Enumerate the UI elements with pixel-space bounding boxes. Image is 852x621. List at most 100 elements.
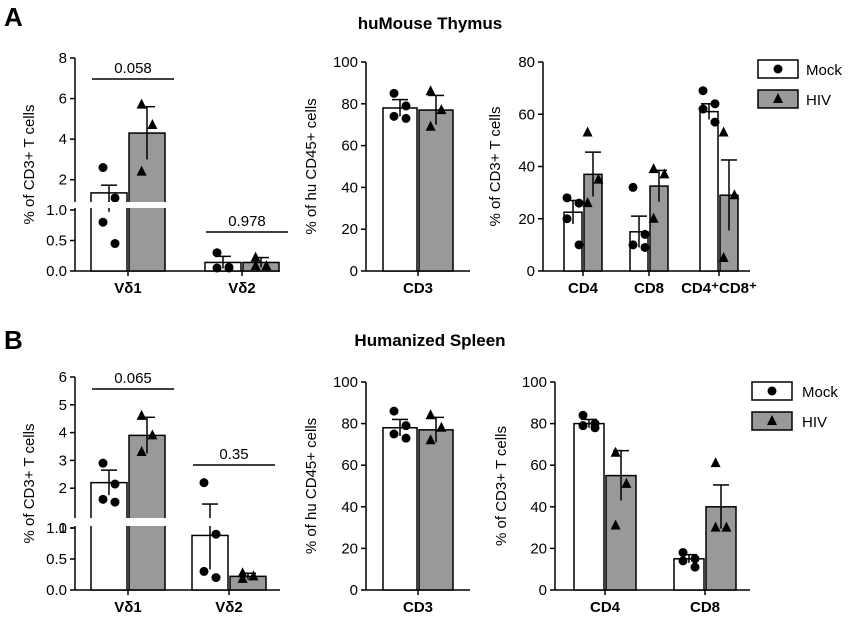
- data-point-a3-hiv: [718, 251, 729, 262]
- data-point-b2-mock: [389, 406, 399, 416]
- data-point-a1-mock: [212, 248, 222, 258]
- data-point-a3-hiv: [718, 126, 729, 137]
- data-point-a3-mock: [710, 99, 720, 109]
- data-point-a1-hiv: [261, 260, 272, 271]
- data-point-b1-hiv: [147, 429, 158, 440]
- data-point-a3-hiv: [648, 212, 659, 223]
- data-point-b3-mock: [578, 421, 588, 431]
- data-point-a3-mock: [562, 193, 572, 203]
- category-label-a1: Vδ2: [228, 280, 255, 297]
- data-point-a3-hiv: [659, 168, 670, 179]
- legend-b: Mock HIV: [751, 381, 838, 431]
- chart-a2: 0 20 40 60 80 100 % of hu CD45+ cells CD3: [303, 54, 470, 297]
- chart-b2: 0 20 40 60 80 100 % of hu CD45+ cells CD3: [303, 374, 470, 616]
- bar-b1-hiv: [128, 434, 166, 591]
- axis-break-a1: [69, 202, 280, 208]
- data-point-a2-hiv: [425, 85, 436, 96]
- category-label-b1: Vδ2: [215, 599, 242, 616]
- bar-b3-mock: [673, 558, 705, 591]
- category-label-a3: CD4⁺CD8⁺: [681, 280, 757, 297]
- y-tick-label-b3: 40: [530, 499, 547, 516]
- y-tick-label-a1: 8: [59, 50, 67, 67]
- data-point-b3-mock: [678, 556, 688, 566]
- y-tick-label-b3: 0: [539, 582, 547, 599]
- data-point-a2-mock: [389, 88, 399, 98]
- y-tick-label-b1: 0.0: [46, 582, 67, 599]
- y-tick-label-a3: 20: [518, 211, 535, 228]
- data-point-b1-mock: [98, 494, 108, 504]
- data-point-a3-mock: [710, 117, 720, 127]
- legend-b-mock-label: Mock: [802, 384, 838, 401]
- y-axis-label-b2: % of hu CD45+ cells: [303, 418, 320, 554]
- data-point-b2-mock: [401, 421, 411, 431]
- data-point-a1-hiv: [136, 165, 147, 176]
- data-point-a1-hiv: [147, 118, 158, 129]
- data-point-b3-mock: [590, 423, 600, 433]
- data-point-a1-mock: [98, 217, 108, 227]
- y-tick-label-b1: 1.0: [46, 520, 67, 537]
- y-tick-label-a1: 1.0: [46, 202, 67, 219]
- legend-b-hiv-marker: [767, 415, 777, 425]
- data-point-b3-mock: [690, 562, 700, 572]
- data-point-a3-mock: [698, 86, 708, 96]
- legend-b-hiv-label: HIV: [802, 414, 827, 431]
- y-tick-label-b1: 6: [59, 369, 67, 386]
- data-point-b1-hiv: [136, 446, 147, 457]
- data-point-a3-hiv: [582, 126, 593, 137]
- category-label-b2: CD3: [403, 599, 433, 616]
- data-point-b1-mock: [98, 458, 108, 468]
- y-tick-label-a2: 80: [341, 96, 358, 113]
- data-point-b1-mock: [211, 529, 221, 539]
- data-point-a3-mock: [574, 198, 584, 208]
- data-point-a3-mock: [698, 104, 708, 114]
- data-point-b2-mock: [389, 429, 399, 439]
- category-label-b1: Vδ1: [114, 599, 141, 616]
- data-point-b3-mock: [690, 554, 700, 564]
- data-point-a2-hiv: [425, 120, 436, 131]
- data-point-a1-hiv: [250, 260, 261, 271]
- chart-a1: 0.0 0.5 1.0 2 4 6 8 % of CD3+ T cells Vδ1 Vδ2 0.05…: [21, 50, 288, 297]
- data-point-a3-mock: [628, 182, 638, 192]
- data-point-a1-mock: [110, 193, 120, 203]
- y-tick-label-a3: 80: [518, 54, 535, 71]
- y-tick-label-a1: 6: [59, 91, 67, 108]
- y-tick-label-a2: 40: [341, 179, 358, 196]
- p-value-label-b1: 0.35: [219, 446, 248, 463]
- chart-b1: 0.0 0.5 1.01 2 3 4 5 6 % of CD3+ T cells Vδ1 Vδ2 0.…: [21, 369, 280, 616]
- legend-a: Mock HIV: [757, 59, 842, 109]
- bar-a2-hiv: [418, 109, 454, 272]
- legend-b-mock-marker: [767, 386, 777, 396]
- y-tick-label-b1: 2: [59, 480, 67, 497]
- data-point-b3-mock: [578, 410, 588, 420]
- y-axis-label-a1: % of CD3+ T cells: [21, 105, 38, 225]
- y-tick-label-a1: 0.0: [46, 263, 67, 280]
- data-point-a3-mock: [562, 214, 572, 224]
- bar-b2-mock: [382, 427, 418, 591]
- bar-b2-hiv: [418, 429, 454, 591]
- axis-break-b1: [69, 518, 280, 526]
- data-point-b1-hiv: [237, 567, 248, 578]
- data-point-b3-hiv: [621, 477, 632, 488]
- category-label-a3: CD4: [568, 280, 599, 297]
- data-point-a1-hiv: [250, 251, 261, 262]
- y-axis-label-a2: % of hu CD45+ cells: [303, 98, 320, 234]
- data-point-b3-hiv: [710, 457, 721, 468]
- y-tick-label-b1: 3: [59, 452, 67, 469]
- y-tick-label-a2: 0: [350, 263, 358, 280]
- category-label-a2: CD3: [403, 280, 433, 297]
- y-axis-label-b3: % of CD3+ T cells: [493, 426, 510, 546]
- data-point-a2-mock: [401, 113, 411, 123]
- y-tick-label-b2: 0: [350, 582, 358, 599]
- data-point-b2-hiv: [436, 421, 447, 432]
- data-point-a3-hiv: [582, 197, 593, 208]
- data-point-b2-hiv: [425, 409, 436, 420]
- category-label-a1: Vδ1: [114, 280, 141, 297]
- y-tick-label-b1: 0.5: [46, 551, 67, 568]
- data-point-b2-mock: [401, 433, 411, 443]
- data-point-b3-hiv: [610, 519, 621, 530]
- data-point-a3-hiv: [729, 189, 740, 200]
- data-point-b1-hiv: [136, 409, 147, 420]
- y-tick-label-b3: 100: [522, 374, 547, 391]
- bar-b3-mock: [573, 422, 605, 591]
- y-tick-label-a3: 0: [527, 263, 535, 280]
